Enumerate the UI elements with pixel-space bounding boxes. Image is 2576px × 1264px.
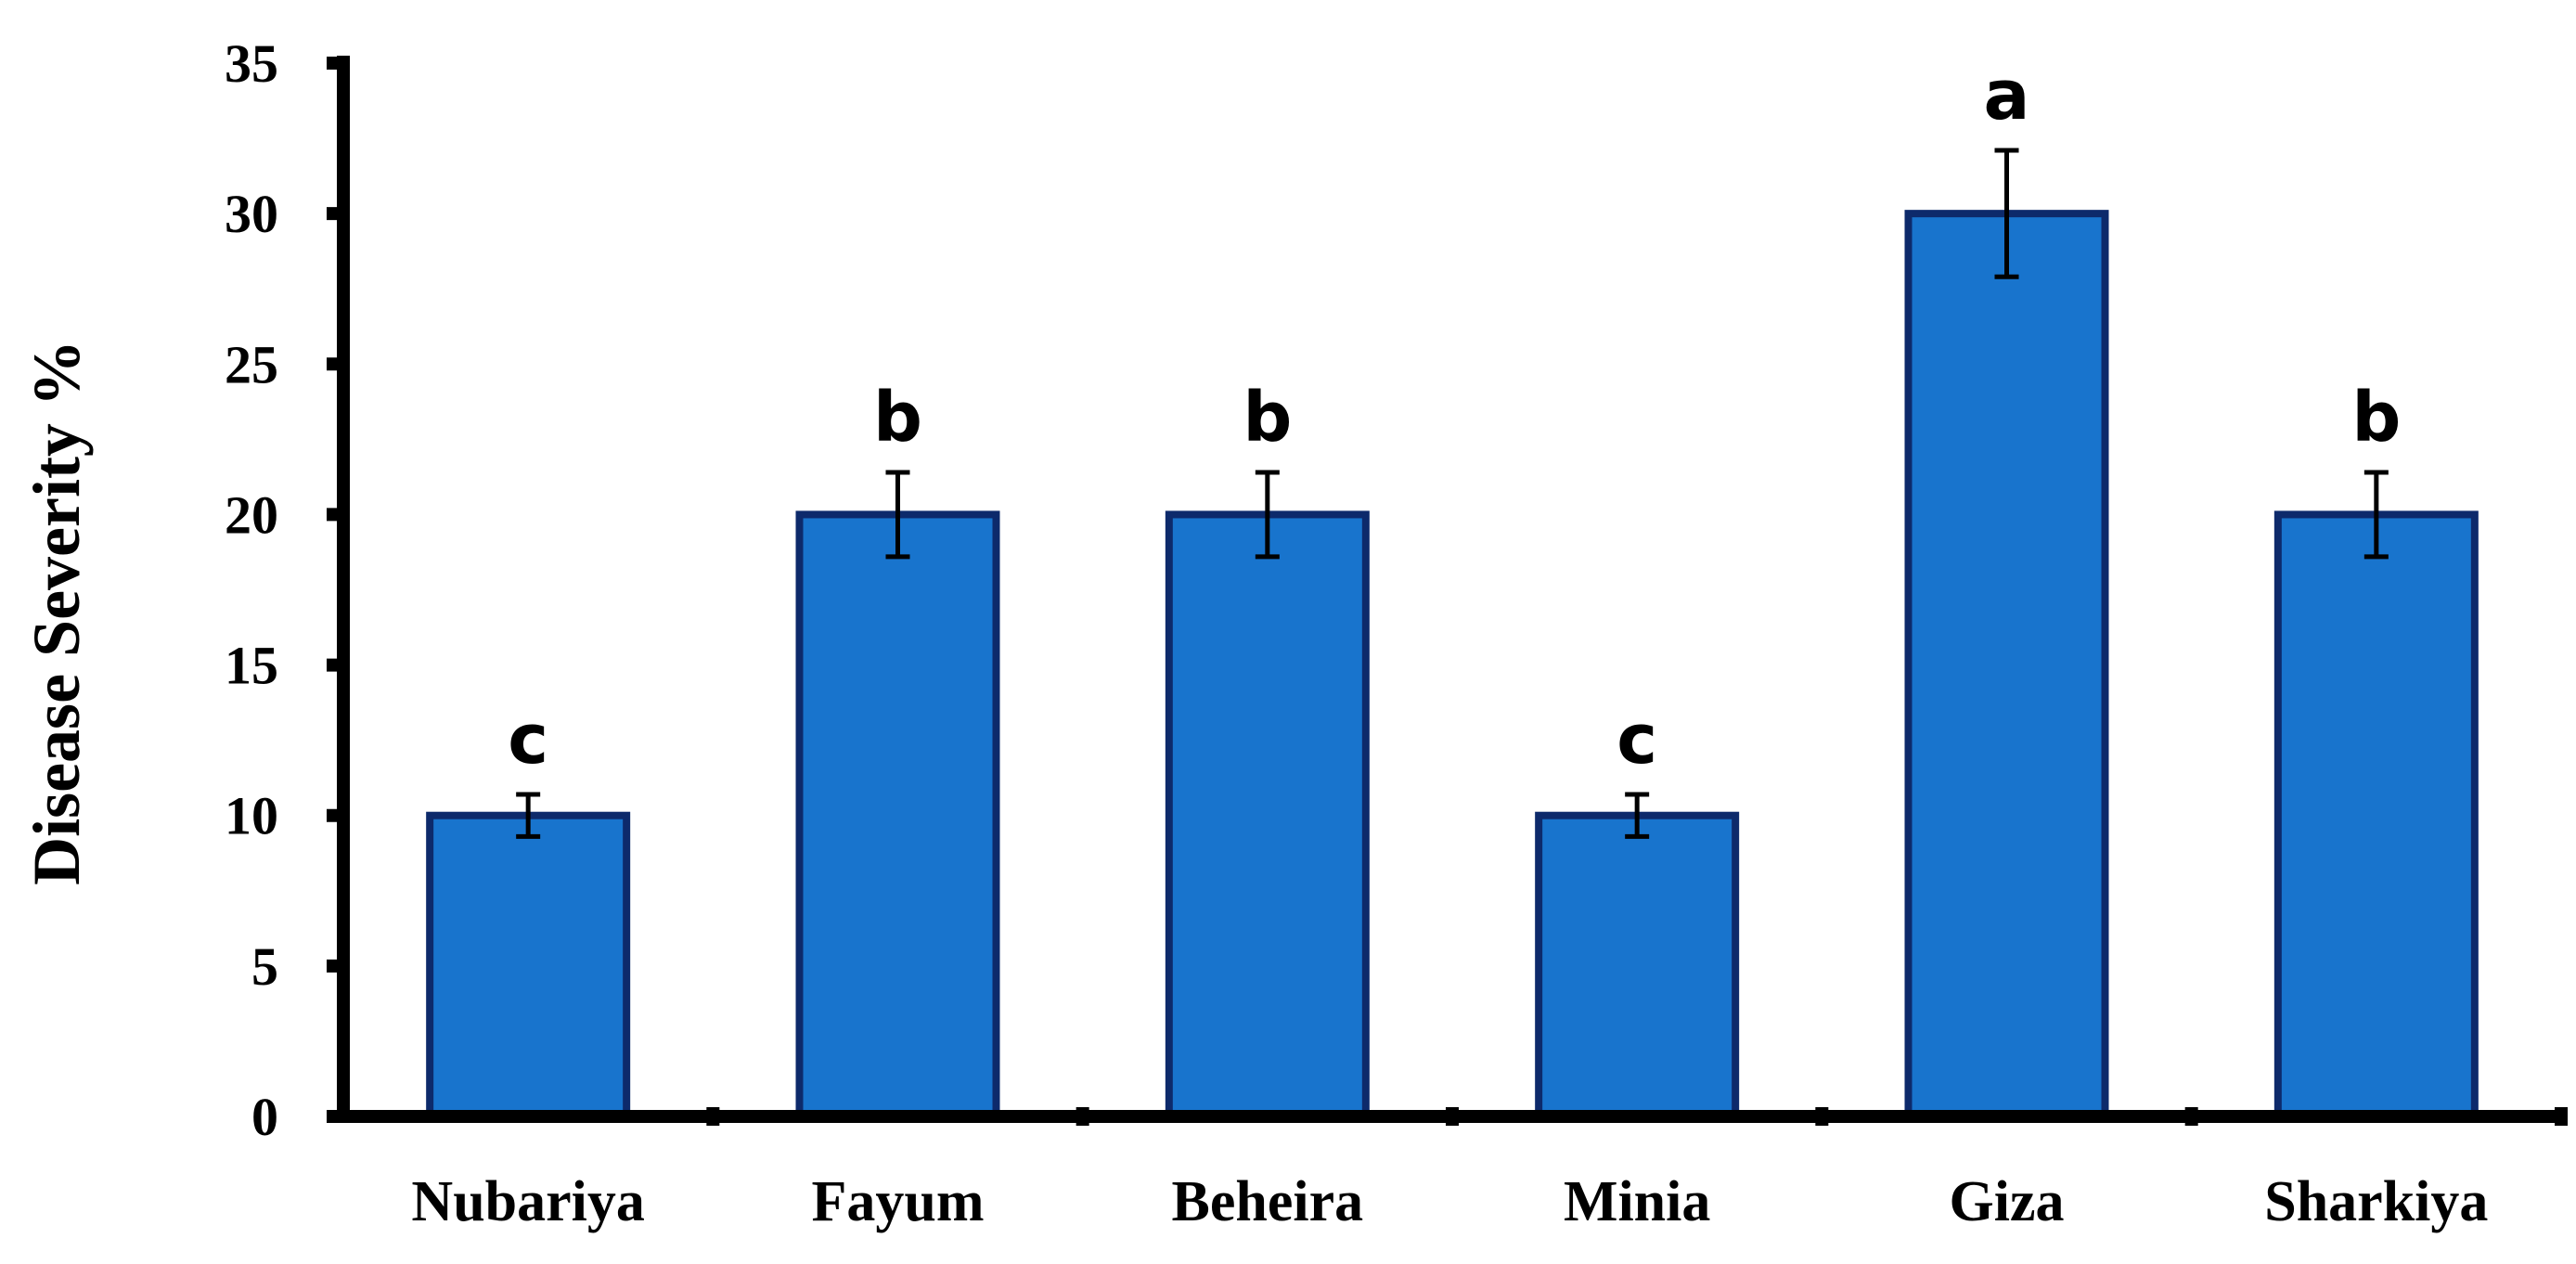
y-tick-label: 15 — [225, 636, 278, 696]
y-tick-label: 5 — [251, 936, 278, 997]
bar — [1165, 510, 1370, 1120]
y-tick-label: 35 — [225, 33, 278, 94]
significance-letter: b — [2351, 378, 2401, 458]
x-axis-labels: Nubariya Fayum Beheira Minia Giza Sharkiya — [411, 1170, 2488, 1233]
bars: c b b c a b — [426, 56, 2479, 1120]
bar — [426, 811, 631, 1120]
y-axis-ticks: 0 5 10 15 20 25 30 35 — [225, 33, 343, 1147]
x-category-label: Beheira — [1172, 1170, 1364, 1233]
y-tick-label: 30 — [225, 184, 278, 244]
x-category-label: Minia — [1564, 1170, 1710, 1233]
y-tick-label: 20 — [225, 484, 278, 545]
y-axis-title: Disease Severity % — [19, 340, 94, 885]
significance-letter: b — [1243, 378, 1292, 458]
significance-letter: c — [1616, 700, 1657, 780]
y-tick-label: 0 — [251, 1087, 278, 1147]
significance-letter: c — [508, 700, 548, 780]
y-tick-label: 25 — [225, 334, 278, 394]
x-category-label: Fayum — [812, 1170, 985, 1233]
x-category-label: Nubariya — [411, 1170, 644, 1233]
significance-letter: a — [1984, 56, 2030, 135]
x-category-label: Giza — [1950, 1170, 2065, 1233]
x-category-label: Sharkiya — [2264, 1170, 2488, 1233]
y-tick-label: 10 — [225, 786, 278, 846]
bar — [1904, 210, 2109, 1120]
significance-letter: b — [873, 378, 922, 458]
bar — [1535, 811, 1740, 1120]
bar — [795, 510, 1000, 1120]
bar — [2273, 510, 2479, 1120]
axes — [337, 56, 2568, 1126]
